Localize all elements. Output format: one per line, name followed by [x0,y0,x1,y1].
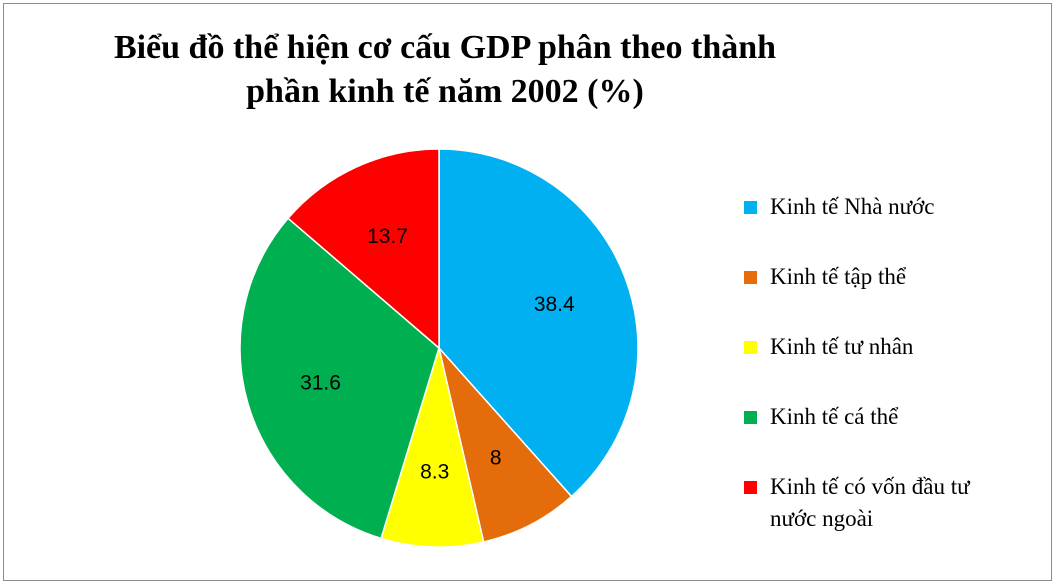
data-label-foreign: 13.7 [367,225,408,248]
data-label-private: 8.3 [420,460,449,483]
legend-label-foreign-line-2: nước ngoài [770,506,874,531]
pie-slice-individual [239,217,440,540]
legend-label-individual: Kinh tế cá thể [770,404,899,429]
legend-label-foreign-line-1: Kinh tế có vốn đầu tư [770,474,970,499]
pie-slice-collective [438,347,573,543]
chart-title-line-2: phần kinh tế năm 2002 (%) [246,73,644,110]
legend-item-private: Kinh tế tư nhân [744,331,1044,363]
legend-item-individual: Kinh tế cá thể [744,401,1044,433]
legend-swatch-foreign [744,481,757,494]
legend-item-collective: Kinh tế tập thể [744,261,1044,293]
legend-label-foreign: Kinh tế có vốn đầu tư nước ngoài [770,471,1030,535]
chart-title-line-1: Biểu đồ thể hiện cơ cấu GDP phân theo th… [113,29,777,66]
data-label-individual: 31.6 [300,371,341,394]
legend-swatch-private [744,341,757,354]
chart-legend: Kinh tế Nhà nước Kinh tế tập thể Kinh tế… [744,191,1044,535]
legend-item-state: Kinh tế Nhà nước [744,191,1044,223]
chart-title: Biểu đồ thể hiện cơ cấu GDP phân theo th… [40,26,850,114]
legend-swatch-individual [744,411,757,424]
legend-swatch-collective [744,271,757,284]
data-label-collective: 8 [490,447,502,470]
pie-slice-state [438,148,639,498]
legend-label-state: Kinh tế Nhà nước [770,194,935,219]
legend-item-foreign: Kinh tế có vốn đầu tư nước ngoài [744,471,1044,535]
legend-label-collective: Kinh tế tập thể [770,264,907,289]
data-label-state: 38.4 [534,293,575,316]
pie-slice-foreign [287,148,440,350]
legend-label-private: Kinh tế tư nhân [770,334,914,359]
legend-swatch-state [744,201,757,214]
pie-slice-private [380,345,485,548]
